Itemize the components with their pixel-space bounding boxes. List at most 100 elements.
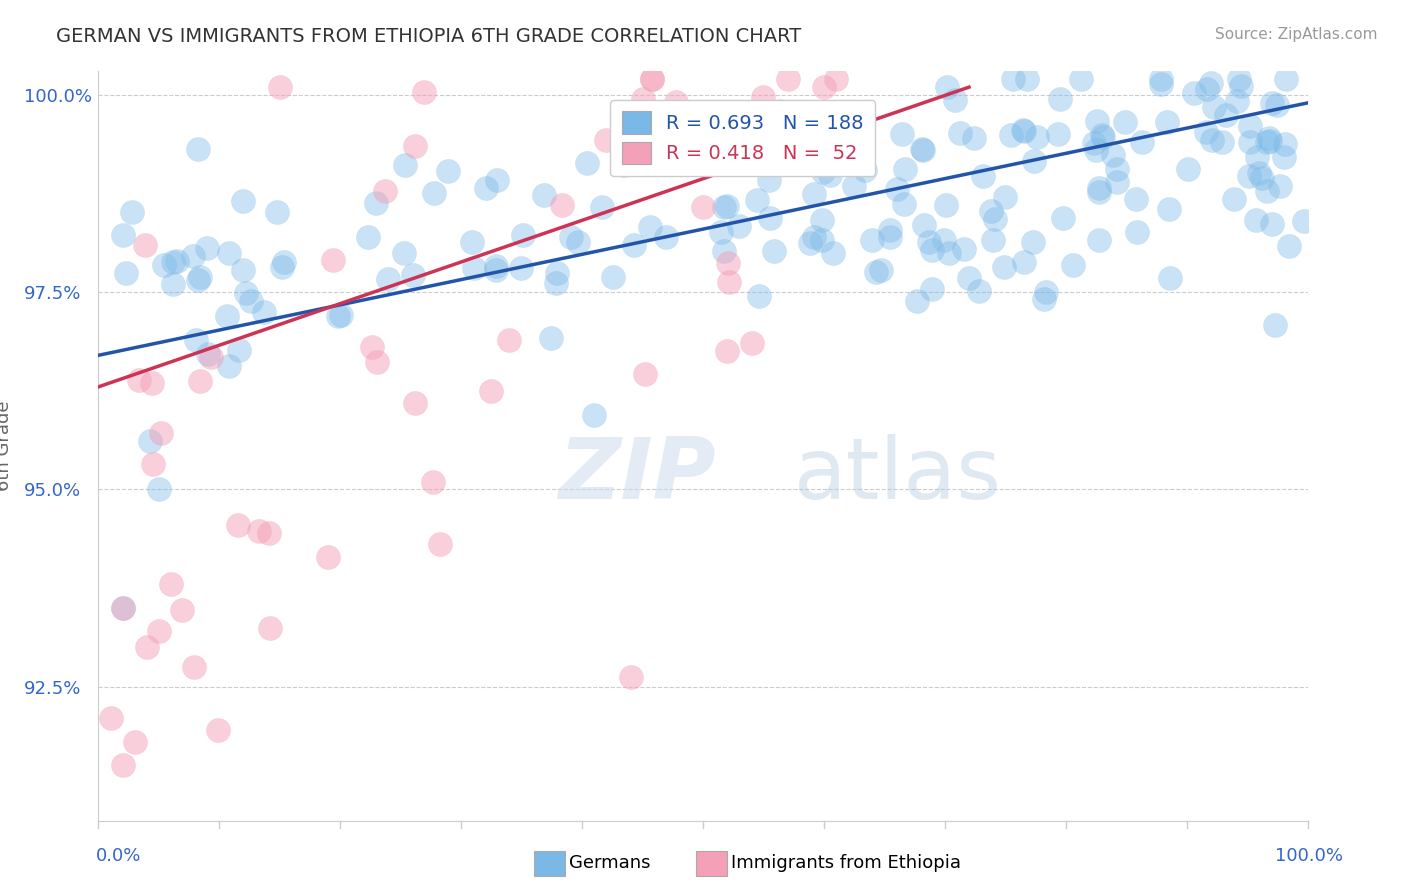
Point xyxy=(135,640,157,654)
Point xyxy=(1088,181,1111,195)
Point xyxy=(485,260,508,274)
Point xyxy=(953,243,976,257)
Point xyxy=(184,333,207,347)
Point xyxy=(1272,150,1295,164)
Point xyxy=(1225,94,1247,108)
Point xyxy=(1258,134,1281,148)
Point xyxy=(1197,81,1219,95)
Point xyxy=(121,205,143,219)
Point xyxy=(1070,72,1092,87)
Point xyxy=(413,85,436,99)
Point xyxy=(1022,235,1045,249)
Point xyxy=(200,350,222,364)
Point xyxy=(1015,72,1038,87)
Point xyxy=(963,130,986,145)
Point xyxy=(737,123,759,137)
Point xyxy=(366,355,388,369)
Point xyxy=(759,211,782,226)
Point xyxy=(1012,124,1035,138)
Point xyxy=(1246,213,1268,227)
Point xyxy=(188,269,211,284)
Point xyxy=(1125,225,1147,239)
Point xyxy=(1256,184,1278,198)
Point xyxy=(1052,211,1074,225)
Point xyxy=(215,309,238,323)
Point xyxy=(842,178,865,193)
Point xyxy=(893,196,915,211)
Point xyxy=(778,72,800,87)
Point xyxy=(1088,234,1111,248)
Point xyxy=(803,186,825,201)
Point xyxy=(187,272,209,286)
Point xyxy=(485,173,508,187)
Point xyxy=(935,198,957,212)
Point xyxy=(394,246,416,260)
Point xyxy=(235,285,257,300)
Point xyxy=(546,266,568,280)
Point xyxy=(361,339,384,353)
Point xyxy=(463,260,485,275)
Point xyxy=(330,308,353,322)
Point xyxy=(811,233,834,247)
Point xyxy=(141,376,163,390)
Point xyxy=(422,186,444,200)
Point xyxy=(512,227,534,242)
Point xyxy=(821,246,844,260)
Point xyxy=(422,475,444,490)
Point xyxy=(631,92,654,106)
Point xyxy=(613,158,636,172)
Point xyxy=(228,343,250,357)
Point xyxy=(1156,114,1178,128)
Text: Source: ZipAtlas.com: Source: ZipAtlas.com xyxy=(1215,27,1378,42)
Point xyxy=(134,237,156,252)
Point xyxy=(716,199,738,213)
Point xyxy=(967,284,990,298)
Point xyxy=(560,230,582,244)
Text: Immigrants from Ethiopia: Immigrants from Ethiopia xyxy=(731,855,962,872)
Point xyxy=(364,196,387,211)
Text: atlas: atlas xyxy=(793,434,1001,517)
Point xyxy=(717,276,740,290)
Point xyxy=(1105,175,1128,189)
Point xyxy=(583,408,606,422)
Point xyxy=(811,165,834,179)
Point xyxy=(188,374,211,388)
Point xyxy=(886,182,908,196)
Point xyxy=(707,128,730,143)
Point xyxy=(207,723,229,737)
Point xyxy=(758,172,780,186)
Point xyxy=(253,305,276,319)
Point xyxy=(1149,77,1171,91)
Point xyxy=(1087,185,1109,199)
Point xyxy=(1083,136,1105,150)
Point xyxy=(166,253,188,268)
Point xyxy=(1247,166,1270,180)
Point xyxy=(921,243,943,257)
Point xyxy=(100,711,122,725)
Point xyxy=(943,93,966,107)
Point xyxy=(139,434,162,449)
Point xyxy=(111,600,134,615)
Point xyxy=(602,270,624,285)
Point xyxy=(377,271,399,285)
Point xyxy=(187,142,209,156)
Point xyxy=(911,142,934,156)
Point xyxy=(1012,255,1035,269)
Point xyxy=(692,200,714,214)
Point xyxy=(1239,135,1261,149)
Point xyxy=(865,264,887,278)
Point xyxy=(1270,179,1292,194)
Point xyxy=(259,621,281,635)
Point xyxy=(1261,218,1284,232)
Point xyxy=(170,603,193,617)
Point xyxy=(980,203,1002,218)
Point xyxy=(576,156,599,170)
Point xyxy=(1265,98,1288,112)
Point xyxy=(1026,130,1049,145)
Point xyxy=(394,158,416,172)
Point xyxy=(1101,148,1123,162)
Point xyxy=(894,161,917,176)
Point xyxy=(1125,192,1147,206)
Point xyxy=(1000,128,1022,142)
Point xyxy=(1223,192,1246,206)
